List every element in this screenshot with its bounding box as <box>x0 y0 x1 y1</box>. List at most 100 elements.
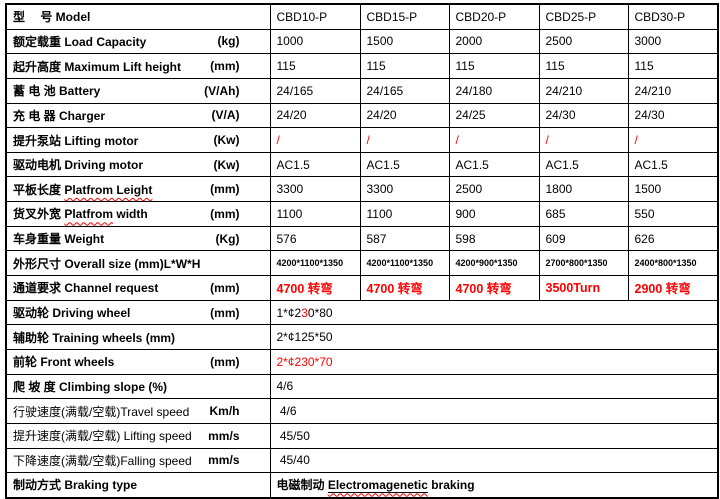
row-label: 起升高度 Maximum Lift height (mm) <box>5 53 271 79</box>
value-cell: 24/20 <box>269 102 361 129</box>
value-cell: 115 <box>448 53 540 79</box>
text-part: 45/50 <box>276 428 310 443</box>
value-cell: 115 <box>627 53 719 79</box>
text-part: 辅助轮 Training wheels (mm) <box>13 330 176 345</box>
table-row: 驱动轮 Driving wheel (mm) 1*¢230*80 <box>5 299 719 326</box>
row-label: 额定载重 Load Capacity (kg) <box>5 28 271 55</box>
value-cell: / <box>448 127 540 153</box>
table-row: 制动方式 Braking type 电磁制动 Electromagenetic b… <box>5 472 719 499</box>
table-row: 充 电 器 Charger (V/A) 24/20 24/20 24/25 24/30 24… <box>5 102 719 129</box>
value-cell: 626 <box>627 225 719 252</box>
value-cell-merged: 1*¢230*80 <box>269 299 719 326</box>
table-row: 提升泵站 Lifting motor (Kw) / / / / / <box>5 127 719 153</box>
value-cell: 3300 <box>359 176 450 203</box>
value-cell: 1100 <box>359 201 450 227</box>
table-row: 起升高度 Maximum Lift height (mm) 115 115 115 115… <box>5 53 719 79</box>
value-cell: AC1.5 <box>448 151 540 178</box>
value-cell: 24/25 <box>448 102 540 129</box>
text-part: Platfrom <box>64 207 114 222</box>
value-cell: 4200*1100*1350 <box>359 250 450 277</box>
text-part: 1*¢2 <box>276 305 302 320</box>
value-cell: CBD30-P <box>627 3 719 30</box>
value-cell: 4200*900*1350 <box>448 250 540 277</box>
value-cell-merged: 45/50 <box>269 422 719 449</box>
value-cell: 609 <box>538 225 629 252</box>
row-label: 驱动轮 Driving wheel (mm) <box>5 299 271 326</box>
value-cell: CBD15-P <box>359 3 450 30</box>
row-unit: (Kw) <box>213 133 240 148</box>
row-label: 前轮 Front wheels (mm) <box>5 348 271 375</box>
table-row: 前轮 Front wheels (mm) 2*¢230*70 <box>5 348 719 375</box>
value-cell: CBD20-P <box>448 3 540 30</box>
row-unit: (mm) <box>210 182 240 197</box>
value-cell: 587 <box>359 225 450 252</box>
text-part: 爬 坡 度 Climbing slope (%) <box>13 379 168 394</box>
table-row: 平板长度 Platfrom Leight (mm) 3300 3300 2500 1800… <box>5 176 719 203</box>
value-cell-merged: 45/40 <box>269 447 719 474</box>
value-cell: 1100 <box>269 201 361 227</box>
text-part: 电磁制动 <box>276 478 328 493</box>
table-row: 车身重量 Weight (Kg) 576 587 598 609 626 <box>5 225 719 252</box>
value-cell: 115 <box>538 53 629 79</box>
spec-table-body: 型 号 Model CBD10-P CBD15-P CBD20-P CBD25-P CBD… <box>5 3 719 499</box>
row-unit: (V/Ah) <box>204 83 240 98</box>
row-label: 外形尺寸 Overall size (mm)L*W*H <box>5 250 271 277</box>
row-label: 制动方式 Braking type <box>5 472 271 499</box>
value-cell: AC1.5 <box>538 151 629 178</box>
value-cell: 4200*1100*1350 <box>269 250 361 277</box>
value-cell: 3500Turn <box>538 275 629 301</box>
value-cell: 2900 转弯 <box>627 275 719 301</box>
value-cell: 900 <box>448 201 540 227</box>
row-label: 提升泵站 Lifting motor (Kw) <box>5 127 271 153</box>
row-label: 通道要求 Channel request (mm) <box>5 275 271 301</box>
row-label: 下降速度(满载/空载)Falling speed mm/s <box>5 447 271 474</box>
page: { "title": "CBD-P electric pallet truck … <box>5 3 719 499</box>
table-row: 通道要求 Channel request (mm) 4700 转弯 4700 转弯 47… <box>5 275 719 301</box>
text-part: 3 <box>301 305 308 320</box>
text-part: 行驶速度(满载/空载)Travel speed <box>13 404 190 419</box>
value-cell: 2500 <box>448 176 540 203</box>
value-cell: 2700*800*1350 <box>538 250 629 277</box>
value-cell: AC1.5 <box>627 151 719 178</box>
value-cell-merged: 电磁制动 Electromagenetic braking <box>269 472 719 499</box>
table-row: 提升速度(满载/空载) Lifting speed mm/s 45/50 <box>5 422 719 449</box>
value-cell: 598 <box>448 225 540 252</box>
value-cell: / <box>627 127 719 153</box>
text-part: Electromagenetic <box>327 478 428 494</box>
text-part: 0*80 <box>307 305 333 320</box>
text-part: 车身重量 Weight <box>13 232 105 247</box>
value-cell: 4700 转弯 <box>269 275 361 301</box>
row-label: 驱动电机 Driving motor (Kw) <box>5 151 271 178</box>
value-cell: 115 <box>359 53 450 79</box>
row-unit: (Kw) <box>213 157 240 172</box>
table-row: 外形尺寸 Overall size (mm)L*W*H 4200*1100*135… <box>5 250 719 277</box>
row-unit: mm/s <box>208 428 240 443</box>
text-part: 提升泵站 Lifting motor <box>13 133 139 148</box>
row-label: 辅助轮 Training wheels (mm) <box>5 324 271 350</box>
value-cell: / <box>359 127 450 153</box>
row-unit: (mm) <box>210 305 240 320</box>
value-cell-merged: 4/6 <box>269 398 719 424</box>
table-row: 驱动电机 Driving motor (Kw) AC1.5 AC1.5 AC1.5 AC1… <box>5 151 719 178</box>
value-cell: CBD10-P <box>269 3 361 30</box>
text-part: braking <box>427 478 475 493</box>
value-cell: 1800 <box>538 176 629 203</box>
text-part: 蓄 电 池 Battery <box>13 84 101 99</box>
row-label: 平板长度 Platfrom Leight (mm) <box>5 176 271 203</box>
text-part: 起升高度 Maximum Lift height <box>13 59 182 74</box>
value-cell: 24/165 <box>269 77 361 104</box>
value-cell: 3000 <box>627 28 719 55</box>
row-unit: (mm) <box>210 280 240 295</box>
text-part: 2*¢125*50 <box>276 330 333 345</box>
value-cell: 685 <box>538 201 629 227</box>
row-label: 蓄 电 池 Battery (V/Ah) <box>5 77 271 104</box>
value-cell: / <box>269 127 361 153</box>
row-label: 行驶速度(满载/空载)Travel speed Km/h <box>5 398 271 424</box>
row-label: 型 号 Model <box>5 3 271 30</box>
value-cell: 4700 转弯 <box>359 275 450 301</box>
value-cell: / <box>538 127 629 153</box>
row-label: 车身重量 Weight (Kg) <box>5 225 271 252</box>
value-cell: 24/165 <box>359 77 450 104</box>
table-row: 额定载重 Load Capacity (kg) 1000 1500 2000 2500 30… <box>5 28 719 55</box>
row-unit: (V/A) <box>211 108 240 123</box>
